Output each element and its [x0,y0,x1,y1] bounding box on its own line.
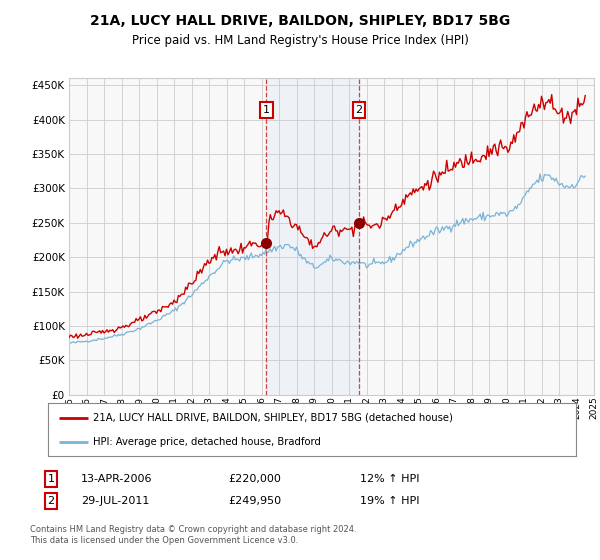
Bar [266,78,359,395]
Text: 1: 1 [263,105,270,115]
Text: £249,950: £249,950 [228,496,281,506]
Text: Contains HM Land Registry data © Crown copyright and database right 2024.
This d: Contains HM Land Registry data © Crown c… [30,525,356,545]
Text: 1: 1 [47,474,55,484]
Text: 12% ↑ HPI: 12% ↑ HPI [360,474,419,484]
Text: HPI: Average price, detached house, Bradford: HPI: Average price, detached house, Brad… [93,437,321,447]
Text: 2: 2 [47,496,55,506]
Text: £220,000: £220,000 [228,474,281,484]
Text: Price paid vs. HM Land Registry's House Price Index (HPI): Price paid vs. HM Land Registry's House … [131,34,469,46]
Text: 2: 2 [356,105,363,115]
Text: 21A, LUCY HALL DRIVE, BAILDON, SHIPLEY, BD17 5BG: 21A, LUCY HALL DRIVE, BAILDON, SHIPLEY, … [90,14,510,28]
Text: 21A, LUCY HALL DRIVE, BAILDON, SHIPLEY, BD17 5BG (detached house): 21A, LUCY HALL DRIVE, BAILDON, SHIPLEY, … [93,413,453,423]
Text: 13-APR-2006: 13-APR-2006 [81,474,152,484]
Text: 19% ↑ HPI: 19% ↑ HPI [360,496,419,506]
Text: 29-JUL-2011: 29-JUL-2011 [81,496,149,506]
